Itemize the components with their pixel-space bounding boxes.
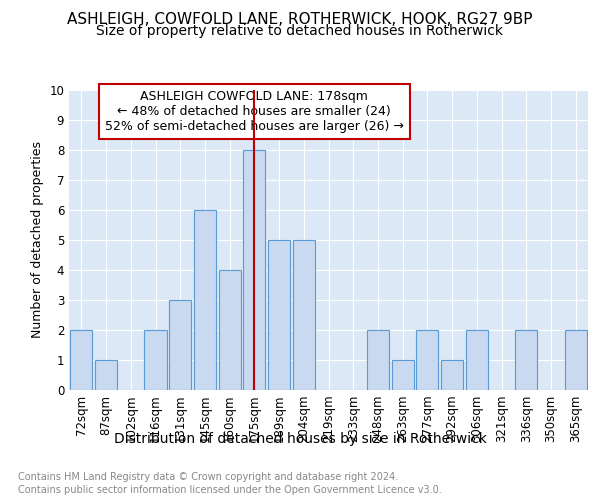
- Bar: [218, 270, 241, 390]
- Text: Distribution of detached houses by size in Rotherwick: Distribution of detached houses by size …: [113, 432, 487, 446]
- Bar: [243, 150, 265, 390]
- Text: Contains HM Land Registry data © Crown copyright and database right 2024.: Contains HM Land Registry data © Crown c…: [18, 472, 398, 482]
- Bar: [70, 330, 92, 390]
- Bar: [565, 330, 587, 390]
- Bar: [293, 240, 315, 390]
- Text: Size of property relative to detached houses in Rotherwick: Size of property relative to detached ho…: [97, 24, 503, 38]
- Y-axis label: Number of detached properties: Number of detached properties: [31, 142, 44, 338]
- Bar: [515, 330, 538, 390]
- Bar: [441, 360, 463, 390]
- Bar: [169, 300, 191, 390]
- Bar: [95, 360, 117, 390]
- Bar: [145, 330, 167, 390]
- Text: ASHLEIGH COWFOLD LANE: 178sqm
← 48% of detached houses are smaller (24)
52% of s: ASHLEIGH COWFOLD LANE: 178sqm ← 48% of d…: [105, 90, 404, 133]
- Bar: [392, 360, 414, 390]
- Bar: [416, 330, 439, 390]
- Text: Contains public sector information licensed under the Open Government Licence v3: Contains public sector information licen…: [18, 485, 442, 495]
- Bar: [466, 330, 488, 390]
- Bar: [194, 210, 216, 390]
- Text: ASHLEIGH, COWFOLD LANE, ROTHERWICK, HOOK, RG27 9BP: ASHLEIGH, COWFOLD LANE, ROTHERWICK, HOOK…: [67, 12, 533, 28]
- Bar: [367, 330, 389, 390]
- Bar: [268, 240, 290, 390]
